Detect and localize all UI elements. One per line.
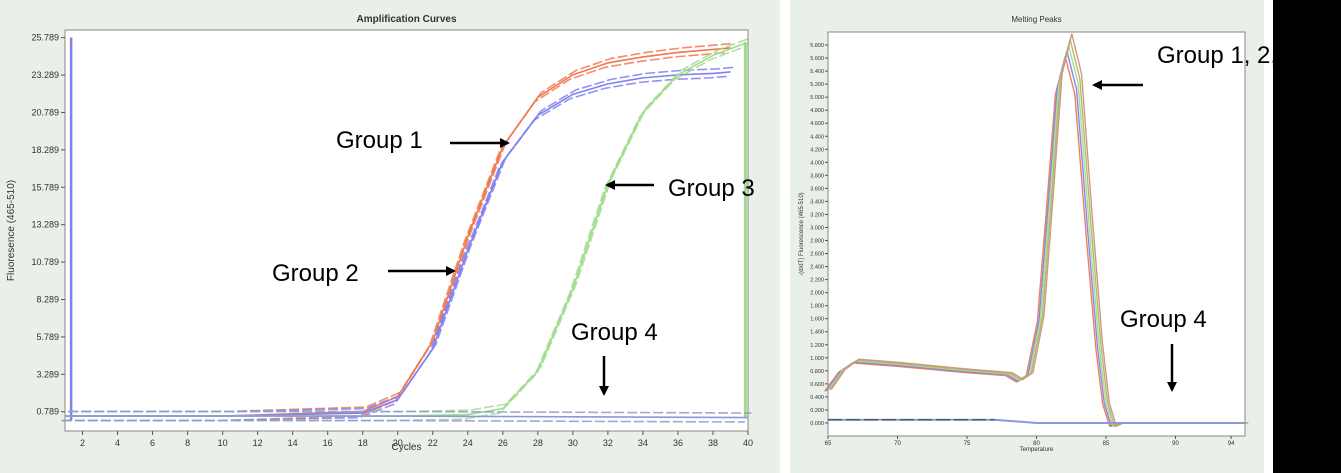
- y-tick-label: 1.600: [810, 317, 824, 323]
- melting-panel: Melting Peaks 65 70 75 80 85 90 94 0.000 0.200 0.4…: [790, 0, 1264, 473]
- series-line-group-1-2-3: [830, 33, 1249, 428]
- plot-area: [827, 31, 1246, 437]
- y-tick-label: 2.400: [810, 265, 824, 271]
- chart-title: Amplification Curves: [356, 14, 456, 25]
- x-tick-label: 6: [150, 438, 155, 448]
- x-tick-label: 10: [218, 438, 228, 448]
- x-tick-label: 40: [743, 438, 753, 448]
- y-tick-label: 3.289: [36, 369, 59, 379]
- y-tick-label: 3.000: [810, 225, 824, 231]
- annotation-group-4-left: Group 4: [571, 319, 658, 346]
- y-tick-label: 0.789: [36, 407, 59, 417]
- y-tick-label: 1.800: [810, 304, 824, 310]
- y-tick-label: 25.789: [31, 33, 59, 43]
- y-tick-label: 5.400: [810, 69, 824, 75]
- y-tick-label: 4.400: [810, 134, 824, 140]
- y-tick-label: 0.600: [810, 382, 824, 388]
- y-tick-label: 0.400: [810, 395, 824, 401]
- annotation-group-2: Group 2: [272, 260, 359, 287]
- y-tick-label: 5.000: [810, 95, 824, 101]
- y-axis-label: -(d/dT) Fluorescence (465-510): [799, 192, 805, 275]
- x-tick-label: 80: [1033, 441, 1040, 447]
- x-tick-label: 30: [568, 438, 578, 448]
- x-tick-label: 32: [603, 438, 613, 448]
- x-tick-label: 8: [185, 438, 190, 448]
- y-tick-label: 3.600: [810, 186, 824, 192]
- series-line-group-4: [65, 415, 749, 419]
- x-tick-label: 28: [533, 438, 543, 448]
- black-border-strip: [1273, 0, 1341, 473]
- y-tick-label: 8.289: [36, 294, 59, 304]
- y-tick-label: 18.289: [31, 145, 59, 155]
- y-tick-label: 10.789: [31, 257, 59, 267]
- series-line-group-4: [828, 418, 1245, 424]
- x-tick-label: 14: [288, 438, 298, 448]
- x-tick-label: 65: [825, 441, 832, 447]
- series-line-group-1: [61, 51, 728, 422]
- x-tick-label: 24: [463, 438, 473, 448]
- x-tick-label: 20: [393, 438, 403, 448]
- y-tick-label: 2.600: [810, 252, 824, 258]
- y-tick-label: 0.000: [810, 421, 824, 427]
- plot-area: [64, 29, 749, 432]
- y-axis-label: Fluoresence (465-510): [6, 180, 17, 281]
- y-tick-label: 2.000: [810, 291, 824, 297]
- x-tick-label: 22: [428, 438, 438, 448]
- chart-title: Melting Peaks: [1011, 15, 1061, 24]
- y-tick-label: 15.789: [31, 182, 59, 192]
- series-line-group-1-2-3: [829, 39, 1247, 428]
- x-tick-label: 26: [498, 438, 508, 448]
- y-tick-label: 1.000: [810, 356, 824, 362]
- y-tick-label: 5.800: [810, 43, 824, 49]
- series-line-group-4: [61, 419, 745, 423]
- y-tick-label: 3.200: [810, 212, 824, 218]
- series-line-group-1-2-3: [827, 44, 1245, 428]
- series-line-group-4: [68, 410, 752, 414]
- x-tick-label: 2: [80, 438, 85, 448]
- x-tick-label: 70: [894, 441, 901, 447]
- x-tick-label: 94: [1228, 441, 1235, 447]
- x-tick-label: 4: [115, 438, 120, 448]
- x-tick-label: 16: [323, 438, 333, 448]
- x-axis-label: Temperature: [1020, 447, 1054, 453]
- y-tick-label: 2.800: [810, 239, 824, 245]
- y-tick-label: 1.400: [810, 330, 824, 336]
- y-tick-label: 4.000: [810, 160, 824, 166]
- y-tick-label: 4.600: [810, 121, 824, 127]
- y-tick-label: 20.789: [31, 107, 59, 117]
- y-tick-label: 3.400: [810, 199, 824, 205]
- annotation-group-1: Group 1: [336, 127, 423, 154]
- y-tick-label: 5.200: [810, 82, 824, 88]
- y-tick-label: 5.600: [810, 56, 824, 62]
- y-tick-label: 5.789: [36, 332, 59, 342]
- melting-chart: Melting Peaks 65 70 75 80 85 90 94 0.000 0.200 0.4…: [799, 15, 1249, 453]
- y-tick-label: 1.200: [810, 343, 824, 349]
- series-line-group-1: [68, 42, 734, 413]
- y-tick-label: 4.800: [810, 108, 824, 114]
- y-tick-label: 3.800: [810, 173, 824, 179]
- y-tick-label: 0.200: [810, 408, 824, 414]
- y-tick-label: 2.200: [810, 278, 824, 284]
- amplification-panel: Amplification Curves 2 4 6 8 10 12 14 16 18 20 22 24…: [0, 0, 780, 473]
- x-tick-label: 12: [253, 438, 263, 448]
- annotation-group-1-2-3: Group 1, 2, 3: [1157, 42, 1298, 69]
- y-tick-label: 23.289: [31, 70, 59, 80]
- annotation-group-3: Group 3: [668, 175, 755, 202]
- x-tick-label: 90: [1172, 441, 1179, 447]
- y-tick-label: 13.289: [31, 220, 59, 230]
- annotation-group-4-right: Group 4: [1120, 306, 1207, 333]
- x-axis-label: Cycles: [391, 442, 421, 453]
- y-tick-label: 0.800: [810, 369, 824, 375]
- x-tick-label: 38: [708, 438, 718, 448]
- x-tick-label: 85: [1103, 441, 1110, 447]
- x-tick-label: 34: [638, 438, 648, 448]
- y-tick-label: 4.200: [810, 147, 824, 153]
- series-line-group-2: [68, 66, 734, 413]
- x-tick-label: 75: [964, 441, 971, 447]
- x-tick-label: 36: [673, 438, 683, 448]
- x-tick-label: 18: [358, 438, 368, 448]
